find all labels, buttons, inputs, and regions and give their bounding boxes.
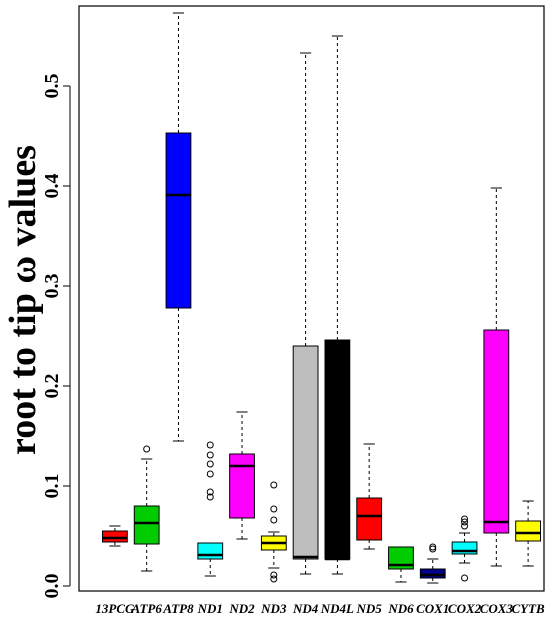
y-tick-label: 0.5: [41, 74, 63, 99]
box-nd3: [260, 481, 287, 583]
x-tick-label: ND4L: [320, 601, 354, 616]
outlier-point: [461, 518, 469, 526]
box-13pcg: [101, 525, 128, 547]
outlier-point: [270, 481, 278, 489]
y-axis-label: root to tip ω values: [2, 145, 44, 455]
outlier-point: [206, 441, 214, 449]
box-nd4: [292, 52, 319, 575]
y-tick-label: 0.0: [41, 574, 63, 599]
outlier-point: [461, 522, 469, 530]
outlier-point: [206, 451, 214, 459]
outlier-point: [206, 470, 214, 478]
x-tick-label: ND5: [356, 601, 383, 616]
box-body: [388, 546, 414, 570]
box-atp6: [133, 445, 160, 572]
box-body: [229, 453, 255, 519]
x-tick-label: ND4: [292, 601, 319, 616]
x-tick-label: ATP6: [131, 601, 163, 616]
outlier-point: [143, 445, 151, 453]
x-tick-label: ND6: [387, 601, 414, 616]
y-tick-label: 0.3: [41, 274, 63, 299]
boxplot-series: [101, 12, 542, 584]
outlier-point: [461, 574, 469, 582]
box-cox1: [419, 543, 446, 584]
box-body: [483, 329, 510, 534]
box-nd5: [356, 443, 383, 550]
box-body: [324, 339, 351, 560]
box-nd4l: [324, 35, 351, 575]
box-cox2: [451, 515, 478, 582]
outlier-point: [270, 575, 278, 583]
x-tick-label: COX2: [448, 601, 482, 616]
outlier-point: [270, 571, 278, 579]
box-nd1: [197, 441, 224, 577]
outlier-point: [270, 505, 278, 513]
box-body: [419, 568, 446, 579]
box-body: [101, 530, 128, 543]
x-tick-label: ATP8: [162, 601, 194, 616]
x-tick-label: ND3: [260, 601, 287, 616]
box-cytb: [515, 500, 542, 567]
box-body: [356, 497, 383, 541]
box-cox3: [483, 187, 510, 567]
outlier-point: [206, 493, 214, 501]
y-tick-label: 0.1: [41, 474, 63, 499]
box-nd2: [229, 411, 255, 540]
outlier-point: [429, 543, 437, 551]
x-tick-label: COX3: [480, 601, 514, 616]
x-tick-label: ND1: [197, 601, 223, 616]
box-body: [197, 542, 224, 560]
outlier-point: [270, 516, 278, 524]
box-nd6: [388, 546, 414, 583]
plot-frame: [78, 5, 545, 592]
outlier-point: [206, 488, 214, 496]
box-body: [292, 345, 319, 560]
box-atp8: [165, 12, 192, 442]
outlier-point: [206, 460, 214, 468]
box-body: [515, 520, 542, 542]
x-tick-label: ND2: [228, 601, 255, 616]
y-axis: 0.0 0.1 0.2 0.3 0.4 0.5: [41, 74, 71, 599]
x-tick-label: CYTB: [511, 601, 545, 616]
outlier-point: [429, 545, 437, 553]
box-body: [165, 132, 192, 309]
outlier-point: [461, 515, 469, 523]
box-body: [133, 505, 160, 545]
x-tick-label: COX1: [416, 601, 449, 616]
y-tick-label: 0.2: [41, 374, 63, 399]
x-tick-label: 13PCG: [95, 601, 135, 616]
y-tick-label: 0.4: [41, 174, 63, 199]
